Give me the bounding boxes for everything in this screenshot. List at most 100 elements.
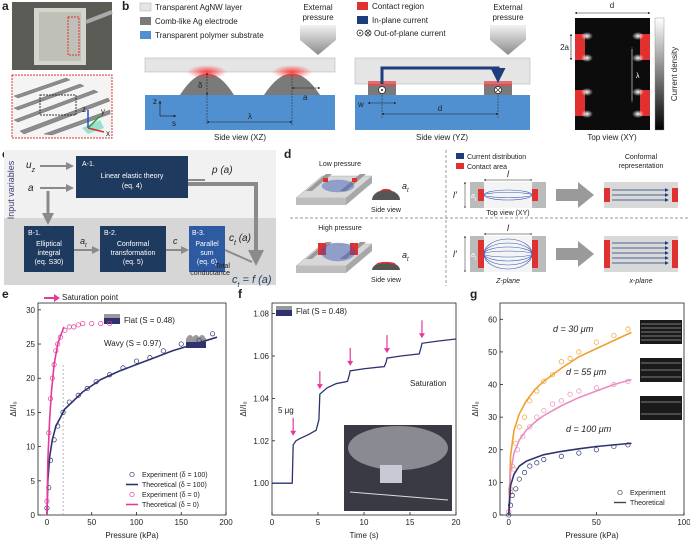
shape xyxy=(67,16,80,56)
variable: at xyxy=(402,181,409,194)
plot-frame xyxy=(37,302,227,516)
shape xyxy=(532,182,546,208)
data-point xyxy=(541,408,547,414)
shape xyxy=(380,188,392,192)
legend-text: Theoretical (δ = 100) xyxy=(142,482,207,489)
variable: at xyxy=(80,236,87,249)
data-point xyxy=(550,372,556,378)
series-line xyxy=(272,338,457,484)
variable: ct (a) xyxy=(229,233,251,247)
legend-text: Experiment xyxy=(630,490,665,497)
shape xyxy=(276,310,292,316)
shape xyxy=(604,236,678,272)
legend-text: Contact area xyxy=(467,164,507,171)
data-point xyxy=(576,450,582,456)
shape xyxy=(376,261,396,265)
y-tick-label: 20 xyxy=(488,446,497,455)
shape xyxy=(145,95,335,130)
data-point xyxy=(75,392,81,398)
variable: c xyxy=(229,233,234,244)
chart: 0 50 100 0 10 20 30 40 50 60 Pressure (kPa) ΔI/I₀ d … xyxy=(471,302,690,540)
data-point xyxy=(558,453,564,459)
node-id: A-1. xyxy=(82,161,95,168)
data-point xyxy=(66,324,72,330)
shape xyxy=(380,465,402,483)
shape xyxy=(24,226,74,272)
y-tick-label: 1.06 xyxy=(253,352,269,361)
shape xyxy=(100,226,166,272)
axis-label: y xyxy=(101,107,105,116)
caption: Z-plane xyxy=(495,278,520,285)
shape xyxy=(348,426,448,470)
shape xyxy=(13,77,71,99)
y-tick-label: 1.02 xyxy=(253,437,269,446)
node-text: (eq. 6) xyxy=(197,259,217,266)
shape xyxy=(349,491,449,501)
shape xyxy=(188,182,264,266)
subscript: t xyxy=(238,282,241,289)
load-arrow-head xyxy=(316,384,323,390)
variable: p (a) xyxy=(211,165,233,176)
shape xyxy=(484,182,532,208)
node-id: B-2. xyxy=(104,230,117,237)
x-tick-label: 10 xyxy=(360,518,369,527)
variable: a xyxy=(402,250,407,260)
x-tick-label: 0 xyxy=(45,518,50,527)
shape xyxy=(532,240,538,268)
legend-text: Comb-like Ag electrode xyxy=(155,17,238,26)
legend-text: In-plane current xyxy=(372,16,429,25)
data-point xyxy=(513,486,519,492)
data-point xyxy=(527,424,533,430)
shape xyxy=(187,65,227,79)
y-axis-label: ΔI/I₀ xyxy=(471,401,480,416)
variable: u xyxy=(26,160,32,171)
shape xyxy=(139,2,152,12)
data-point xyxy=(46,485,52,491)
shape xyxy=(224,249,253,263)
annotation-arrow xyxy=(44,294,60,302)
annotation: Flat (S = 0.48) xyxy=(296,307,347,316)
dim-label: l xyxy=(507,169,510,179)
variable: (a) xyxy=(236,233,251,244)
panel-a: z y x xyxy=(11,2,113,139)
shape xyxy=(483,238,533,270)
data-point xyxy=(567,391,573,397)
pressure-label: External xyxy=(493,3,523,12)
node-text: Elliptical xyxy=(36,241,62,248)
node-text: (eq. 5) xyxy=(123,259,143,266)
shape xyxy=(365,30,371,36)
shape xyxy=(632,32,644,40)
dim-label: 2a xyxy=(560,43,569,52)
axis-label: s xyxy=(172,119,176,128)
series-label: d = 100 μm xyxy=(566,424,612,434)
load-arrow-head xyxy=(384,348,390,354)
variable: a xyxy=(28,183,34,194)
dim-label: a xyxy=(303,93,308,102)
variable: at xyxy=(402,250,409,263)
y-tick-label: 50 xyxy=(488,348,497,357)
y-axis-label: ΔI/I₀ xyxy=(9,401,18,416)
chart: 0 5 10 15 20 1.00 1.02 1.04 1.06 1.08 Time (s) ΔI/I… xyxy=(239,302,461,540)
caption: Side view xyxy=(371,207,402,214)
shape xyxy=(346,176,372,205)
variable: a xyxy=(471,252,475,259)
panel-b: Transparent AgNW layer Comb-like Ag elec… xyxy=(139,1,679,142)
shape xyxy=(641,323,681,415)
legend-text: Transparent AgNW layer xyxy=(155,3,243,12)
node-text: transformation xyxy=(111,250,156,257)
node-id: B-1. xyxy=(28,230,41,237)
dim-label: λ xyxy=(636,73,640,80)
shape xyxy=(632,54,644,62)
y-tick-label: 15 xyxy=(26,408,35,417)
panel-label: g xyxy=(470,287,477,301)
data-point xyxy=(567,355,573,361)
data-point xyxy=(576,388,582,394)
x-tick-label: 100 xyxy=(130,518,144,527)
shape xyxy=(140,17,151,25)
subscript: t xyxy=(85,243,87,249)
legend-marker xyxy=(129,491,135,498)
shape xyxy=(350,243,358,255)
shape xyxy=(604,188,610,202)
caption: Top view (XY) xyxy=(486,210,529,217)
caption: Side view xyxy=(371,277,402,284)
